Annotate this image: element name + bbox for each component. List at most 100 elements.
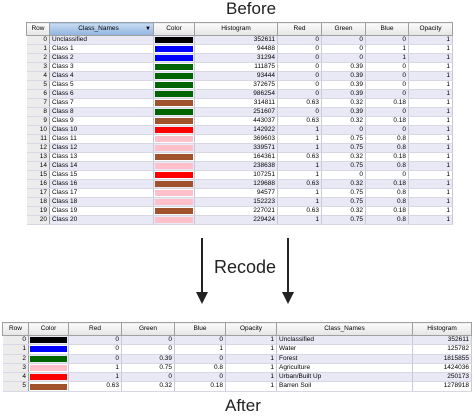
table-row[interactable]: 20 Class 20 229424 1 0.75 0.8 1 — [26, 215, 453, 225]
blue-cell[interactable]: 0 — [174, 354, 226, 364]
color-cell[interactable] — [153, 80, 195, 90]
opacity-cell[interactable]: 1 — [225, 381, 277, 392]
row-number[interactable]: 9 — [26, 116, 50, 126]
green-cell[interactable]: 0.32 — [321, 152, 366, 162]
color-cell[interactable] — [28, 372, 69, 383]
class-name-cell[interactable]: Class 2 — [49, 53, 154, 63]
red-cell[interactable]: 0 — [277, 107, 322, 117]
color-cell[interactable] — [153, 35, 195, 45]
histogram-cell[interactable]: 164361 — [194, 152, 278, 162]
table-row[interactable]: 7 Class 7 314811 0.63 0.32 0.18 1 — [26, 98, 453, 108]
red-cell[interactable]: 1 — [68, 363, 122, 374]
green-cell[interactable]: 0.32 — [121, 381, 175, 392]
blue-cell[interactable]: 0.8 — [365, 161, 409, 171]
histogram-cell[interactable]: 229424 — [194, 215, 278, 225]
table-row[interactable]: 19 Class 19 227021 0.63 0.32 0.18 1 — [26, 206, 453, 216]
red-cell[interactable]: 1 — [277, 125, 322, 135]
green-cell[interactable]: 0.75 — [321, 143, 366, 153]
green-cell[interactable]: 0.75 — [321, 188, 366, 198]
header-class-names[interactable]: Class_Names ▼ — [49, 22, 154, 36]
dropdown-triangle-icon[interactable]: ▼ — [145, 26, 151, 32]
table-row[interactable]: 1 0 0 1 1 Water 125782 — [2, 344, 472, 355]
color-swatch[interactable] — [30, 337, 67, 344]
table-row[interactable]: 3 Class 3 111875 0 0.39 0 1 — [26, 62, 453, 72]
histogram-cell[interactable]: 1278918 — [412, 381, 472, 392]
histogram-cell[interactable]: 986254 — [194, 89, 278, 99]
opacity-cell[interactable]: 1 — [408, 143, 453, 153]
opacity-cell[interactable]: 1 — [225, 363, 277, 374]
opacity-cell[interactable]: 1 — [408, 206, 453, 216]
green-cell[interactable]: 0 — [321, 35, 366, 45]
class-name-cell[interactable]: Class 7 — [49, 98, 154, 108]
table-row[interactable]: 6 Class 6 986254 0 0.39 0 1 — [26, 89, 453, 99]
table-row[interactable]: 14 Class 14 238638 1 0.75 0.8 1 — [26, 161, 453, 171]
color-cell[interactable] — [28, 354, 69, 364]
opacity-cell[interactable]: 1 — [408, 89, 453, 99]
row-number[interactable]: 3 — [26, 62, 50, 72]
row-number[interactable]: 0 — [2, 335, 29, 346]
color-cell[interactable] — [153, 62, 195, 72]
blue-cell[interactable]: 0.8 — [365, 215, 409, 225]
green-cell[interactable]: 0.39 — [321, 62, 366, 72]
row-number[interactable]: 18 — [26, 197, 50, 207]
red-cell[interactable]: 0 — [277, 80, 322, 90]
color-swatch[interactable] — [155, 181, 193, 187]
table-row[interactable]: 12 Class 12 339571 1 0.75 0.8 1 — [26, 143, 453, 153]
class-name-cell[interactable]: Class 3 — [49, 62, 154, 72]
blue-cell[interactable]: 0.8 — [365, 134, 409, 144]
color-cell[interactable] — [153, 44, 195, 54]
red-cell[interactable]: 0.63 — [277, 116, 322, 126]
color-swatch[interactable] — [30, 346, 67, 353]
color-cell[interactable] — [153, 53, 195, 63]
blue-cell[interactable]: 0.8 — [174, 363, 226, 374]
row-number[interactable]: 8 — [26, 107, 50, 117]
class-name-cell[interactable]: Class 6 — [49, 89, 154, 99]
green-cell[interactable]: 0 — [321, 53, 366, 63]
color-cell[interactable] — [153, 125, 195, 135]
class-name-cell[interactable]: Class 13 — [49, 152, 154, 162]
blue-cell[interactable]: 1 — [365, 44, 409, 54]
opacity-cell[interactable]: 1 — [225, 372, 277, 383]
row-number[interactable]: 2 — [2, 354, 29, 364]
opacity-cell[interactable]: 1 — [408, 98, 453, 108]
opacity-cell[interactable]: 1 — [408, 197, 453, 207]
row-number[interactable]: 7 — [26, 98, 50, 108]
color-swatch[interactable] — [155, 73, 193, 79]
histogram-cell[interactable]: 31294 — [194, 53, 278, 63]
opacity-cell[interactable]: 1 — [408, 53, 453, 63]
color-swatch[interactable] — [155, 199, 193, 205]
opacity-cell[interactable]: 1 — [408, 161, 453, 171]
row-number[interactable]: 16 — [26, 179, 50, 189]
header-red[interactable]: Red — [68, 322, 122, 336]
class-name-cell[interactable]: Class 17 — [49, 188, 154, 198]
color-swatch[interactable] — [155, 217, 193, 223]
red-cell[interactable]: 0 — [68, 344, 122, 355]
opacity-cell[interactable]: 1 — [408, 134, 453, 144]
color-swatch[interactable] — [155, 109, 193, 115]
red-cell[interactable]: 1 — [68, 372, 122, 383]
table-row[interactable]: 2 Class 2 31294 0 0 1 1 — [26, 53, 453, 63]
color-cell[interactable] — [153, 98, 195, 108]
class-name-cell[interactable]: Class 19 — [49, 206, 154, 216]
opacity-cell[interactable]: 1 — [408, 35, 453, 45]
color-swatch[interactable] — [155, 163, 193, 169]
row-number[interactable]: 11 — [26, 134, 50, 144]
class-name-cell[interactable]: Barren Soil — [276, 381, 413, 392]
class-name-cell[interactable]: Water — [276, 344, 413, 355]
green-cell[interactable]: 0.75 — [321, 134, 366, 144]
header-green[interactable]: Green — [321, 22, 366, 36]
red-cell[interactable]: 0.63 — [277, 179, 322, 189]
green-cell[interactable]: 0.75 — [121, 363, 175, 374]
class-name-cell[interactable]: Class 12 — [49, 143, 154, 153]
green-cell[interactable]: 0.75 — [321, 161, 366, 171]
red-cell[interactable]: 0 — [277, 62, 322, 72]
green-cell[interactable]: 0 — [121, 372, 175, 383]
class-name-cell[interactable]: Class 1 — [49, 44, 154, 54]
color-swatch[interactable] — [155, 37, 193, 43]
opacity-cell[interactable]: 1 — [225, 354, 277, 364]
opacity-cell[interactable]: 1 — [408, 179, 453, 189]
green-cell[interactable]: 0.39 — [121, 354, 175, 364]
opacity-cell[interactable]: 1 — [225, 344, 277, 355]
red-cell[interactable]: 0 — [68, 335, 122, 346]
histogram-cell[interactable]: 339571 — [194, 143, 278, 153]
